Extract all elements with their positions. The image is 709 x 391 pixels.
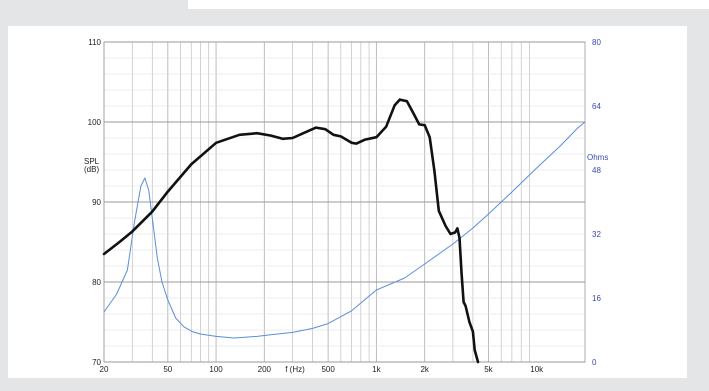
y-axis-label: SPL (dB)	[84, 157, 100, 174]
x-tick-label: 5k	[484, 365, 493, 374]
y2-axis-label: Ohms	[587, 153, 608, 162]
y2-tick-label: 0	[592, 358, 597, 367]
y-tick-label: 80	[92, 278, 101, 287]
x-axis-label: f (Hz)	[285, 365, 305, 374]
x-tick-label: 2k	[420, 365, 429, 374]
impedance-line	[103, 121, 586, 339]
y2-tick-label: 48	[592, 166, 601, 175]
y-tick-label: 70	[92, 358, 101, 367]
series	[102, 98, 586, 364]
x-tick-label: 50	[163, 365, 172, 374]
window-strip-right	[188, 0, 709, 9]
x-tick-label: 200	[258, 365, 272, 374]
x-tick-label: 10k	[530, 365, 544, 374]
x-tick-label: 20	[100, 365, 109, 374]
y2-tick-label: 32	[592, 230, 601, 239]
y-tick-label: 90	[92, 198, 101, 207]
plot-frame	[103, 41, 586, 363]
x-tick-label: 1k	[372, 365, 381, 374]
window-strip-left	[0, 0, 188, 18]
y2-tick-label: 16	[592, 294, 601, 303]
y2-tick-label: 80	[592, 38, 601, 47]
spl-line	[102, 98, 480, 364]
tick-labels: 20 50 100 200 500 1k 2k 5k 10k 70 80 90 100 110 0 16 32 4…	[88, 38, 602, 374]
grid	[103, 41, 586, 363]
x-tick-label: 500	[321, 365, 335, 374]
x-tick-label: 100	[209, 365, 223, 374]
y-tick-label: 100	[88, 118, 102, 127]
y-tick-label: 110	[88, 38, 101, 47]
y2-tick-label: 64	[592, 102, 601, 111]
